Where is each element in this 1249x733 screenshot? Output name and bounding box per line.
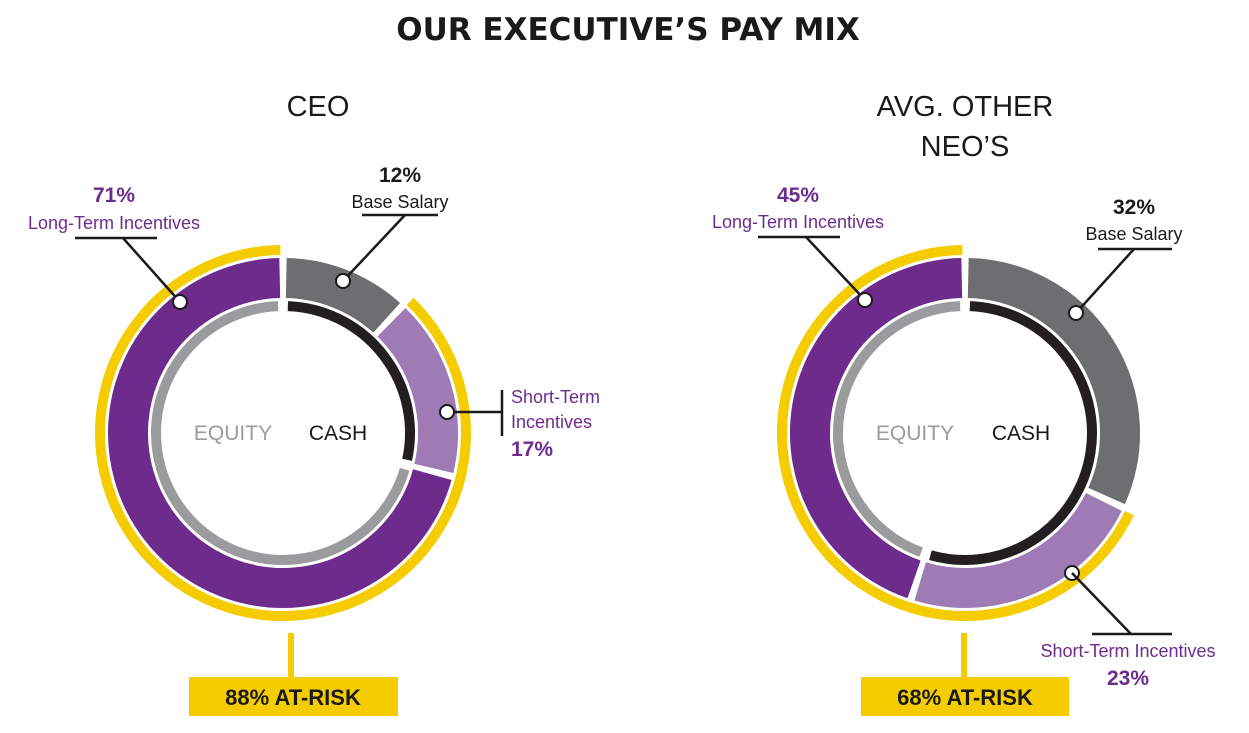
ceo-base-salary-segment (285, 258, 401, 334)
neo-at-risk-box (861, 677, 1069, 716)
neo-sti-label: Short-Term Incentives (1040, 641, 1215, 661)
ceo-lti-percent: 71% (93, 184, 135, 207)
neo-sti-percent: 23% (1107, 667, 1149, 690)
neo-sti-leader (1071, 572, 1132, 635)
neo-panel: AVG. OTHER NEO’S EQUITY CASH 45% Long-Te… (712, 91, 1216, 716)
neo-base-label: Base Salary (1085, 224, 1182, 244)
ceo-base-dot (335, 273, 351, 289)
neo-chart-title-line2: NEO’S (921, 131, 1010, 163)
neo-at-risk-label: 68% AT-RISK (897, 685, 1033, 710)
neo-equity-label: EQUITY (876, 422, 954, 445)
ceo-chart-title: CEO (287, 91, 350, 123)
ceo-sti-percent: 17% (511, 438, 553, 461)
neo-lti-dot (857, 292, 873, 308)
neo-lti-percent: 45% (777, 184, 819, 207)
ceo-equity-label: EQUITY (194, 422, 272, 445)
ceo-sti-label-line2: Incentives (511, 412, 592, 432)
ceo-base-leader (342, 214, 406, 282)
ceo-at-risk-arc (95, 245, 471, 621)
ceo-cash-label: CASH (309, 422, 367, 445)
ceo-base-percent: 12% (379, 164, 421, 187)
ceo-lti-label: Long-Term Incentives (28, 213, 200, 233)
ceo-lti-dot (172, 294, 188, 310)
ceo-donut (95, 245, 471, 621)
ceo-sti-label-line1: Short-Term (511, 387, 600, 407)
ceo-short-term-incentives-segment (377, 307, 458, 473)
neo-chart-title-line1: AVG. OTHER (877, 91, 1054, 123)
ceo-at-risk-label: 88% AT-RISK (225, 685, 361, 710)
ceo-cash-ring (287, 301, 415, 461)
neo-at-risk-arc (777, 245, 1134, 621)
ceo-base-label: Base Salary (351, 192, 448, 212)
neo-short-term-incentives-segment (914, 492, 1122, 608)
neo-donut (777, 245, 1140, 621)
neo-cash-label: CASH (992, 422, 1050, 445)
neo-equity-ring (833, 301, 961, 557)
ceo-lti-leader (122, 237, 181, 303)
neo-lti-label: Long-Term Incentives (712, 212, 884, 232)
ceo-at-risk-box (189, 677, 398, 716)
neo-base-percent: 32% (1113, 196, 1155, 219)
neo-base-leader (1075, 248, 1135, 314)
neo-lti-leader (805, 236, 866, 301)
chart-title: OUR EXECUTIVE’S PAY MIX (396, 12, 860, 48)
ceo-sti-dot (439, 404, 455, 420)
ceo-panel: CEO EQUITY CASH 71% Long-Term Incentives… (28, 91, 600, 716)
neo-base-dot (1068, 305, 1084, 321)
neo-long-term-incentives-segment (790, 258, 963, 599)
ceo-equity-ring (151, 301, 410, 565)
neo-cash-ring (929, 301, 1097, 565)
ceo-long-term-incentives-segment (108, 258, 452, 608)
neo-base-salary-segment (967, 258, 1140, 505)
